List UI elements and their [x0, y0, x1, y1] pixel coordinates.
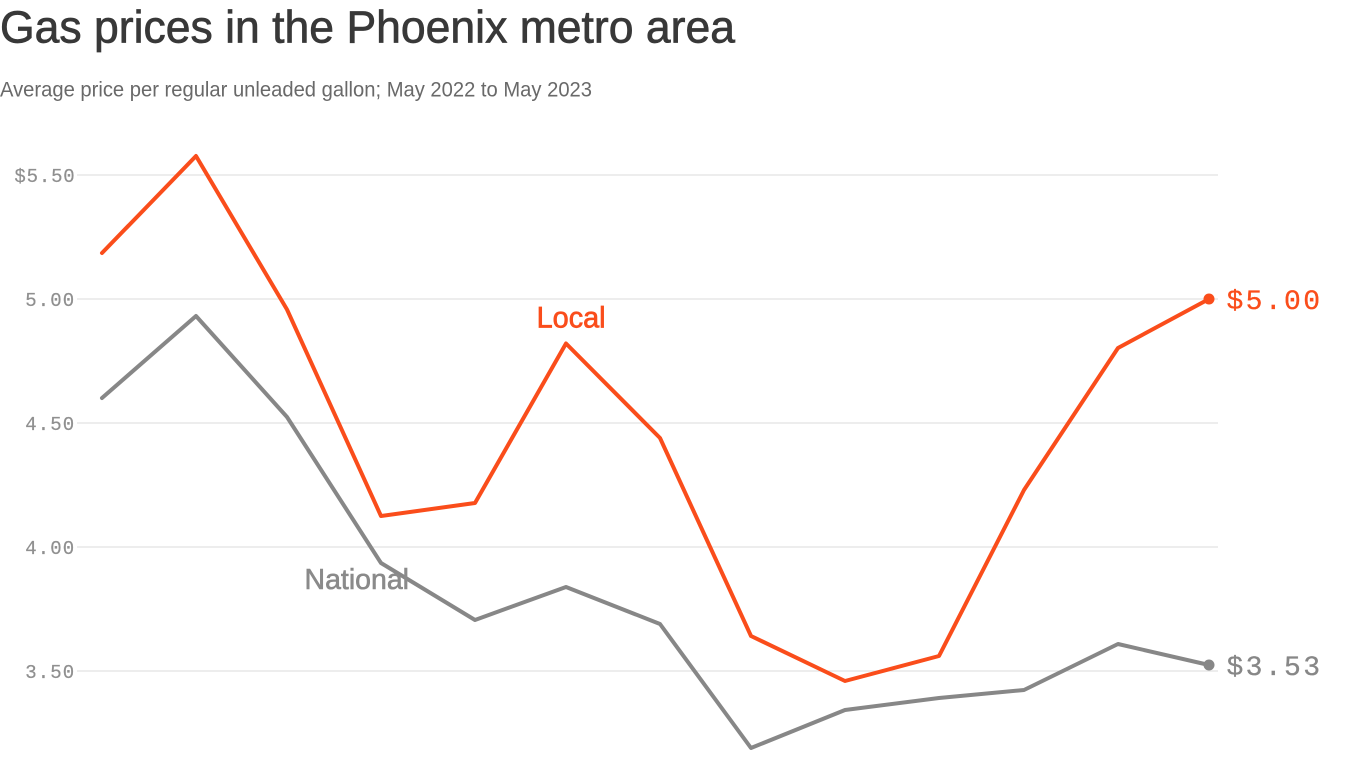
svg-text:3.50: 3.50	[25, 662, 74, 684]
svg-text:$5.50: $5.50	[14, 166, 74, 188]
svg-text:Gas prices in the Phoenix metr: Gas prices in the Phoenix metro area	[0, 1, 736, 52]
svg-text:Local: Local	[537, 302, 606, 335]
svg-text:National: National	[305, 563, 410, 595]
svg-text:Average price per regular unle: Average price per regular unleaded gallo…	[0, 77, 592, 102]
svg-text:4.00: 4.00	[25, 538, 74, 560]
svg-text:$5.00: $5.00	[1227, 287, 1321, 318]
svg-text:4.50: 4.50	[25, 414, 74, 436]
svg-text:$3.53: $3.53	[1227, 653, 1321, 684]
svg-text:5.00: 5.00	[25, 290, 74, 312]
